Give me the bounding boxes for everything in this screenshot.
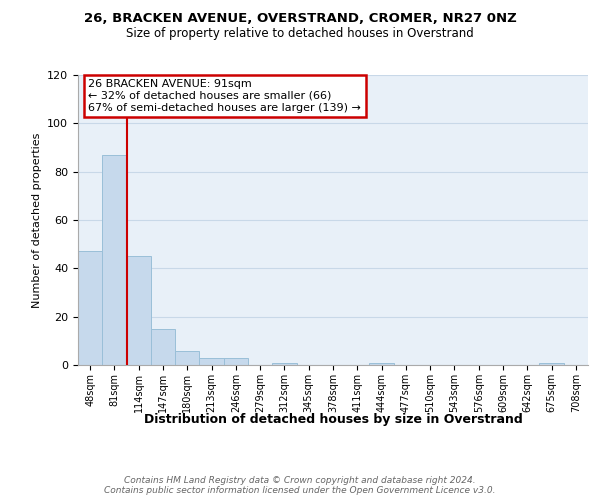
- Bar: [151, 329, 175, 365]
- Y-axis label: Number of detached properties: Number of detached properties: [32, 132, 41, 308]
- Text: 26, BRACKEN AVENUE, OVERSTRAND, CROMER, NR27 0NZ: 26, BRACKEN AVENUE, OVERSTRAND, CROMER, …: [83, 12, 517, 26]
- Text: Distribution of detached houses by size in Overstrand: Distribution of detached houses by size …: [143, 412, 523, 426]
- Bar: [175, 350, 199, 365]
- Bar: [102, 155, 127, 365]
- Bar: [78, 252, 102, 365]
- Bar: [127, 256, 151, 365]
- Text: 26 BRACKEN AVENUE: 91sqm
← 32% of detached houses are smaller (66)
67% of semi-d: 26 BRACKEN AVENUE: 91sqm ← 32% of detach…: [88, 80, 361, 112]
- Bar: [272, 362, 296, 365]
- Bar: [539, 362, 564, 365]
- Bar: [224, 358, 248, 365]
- Bar: [370, 362, 394, 365]
- Text: Size of property relative to detached houses in Overstrand: Size of property relative to detached ho…: [126, 28, 474, 40]
- Text: Contains HM Land Registry data © Crown copyright and database right 2024.
Contai: Contains HM Land Registry data © Crown c…: [104, 476, 496, 495]
- Bar: [199, 358, 224, 365]
